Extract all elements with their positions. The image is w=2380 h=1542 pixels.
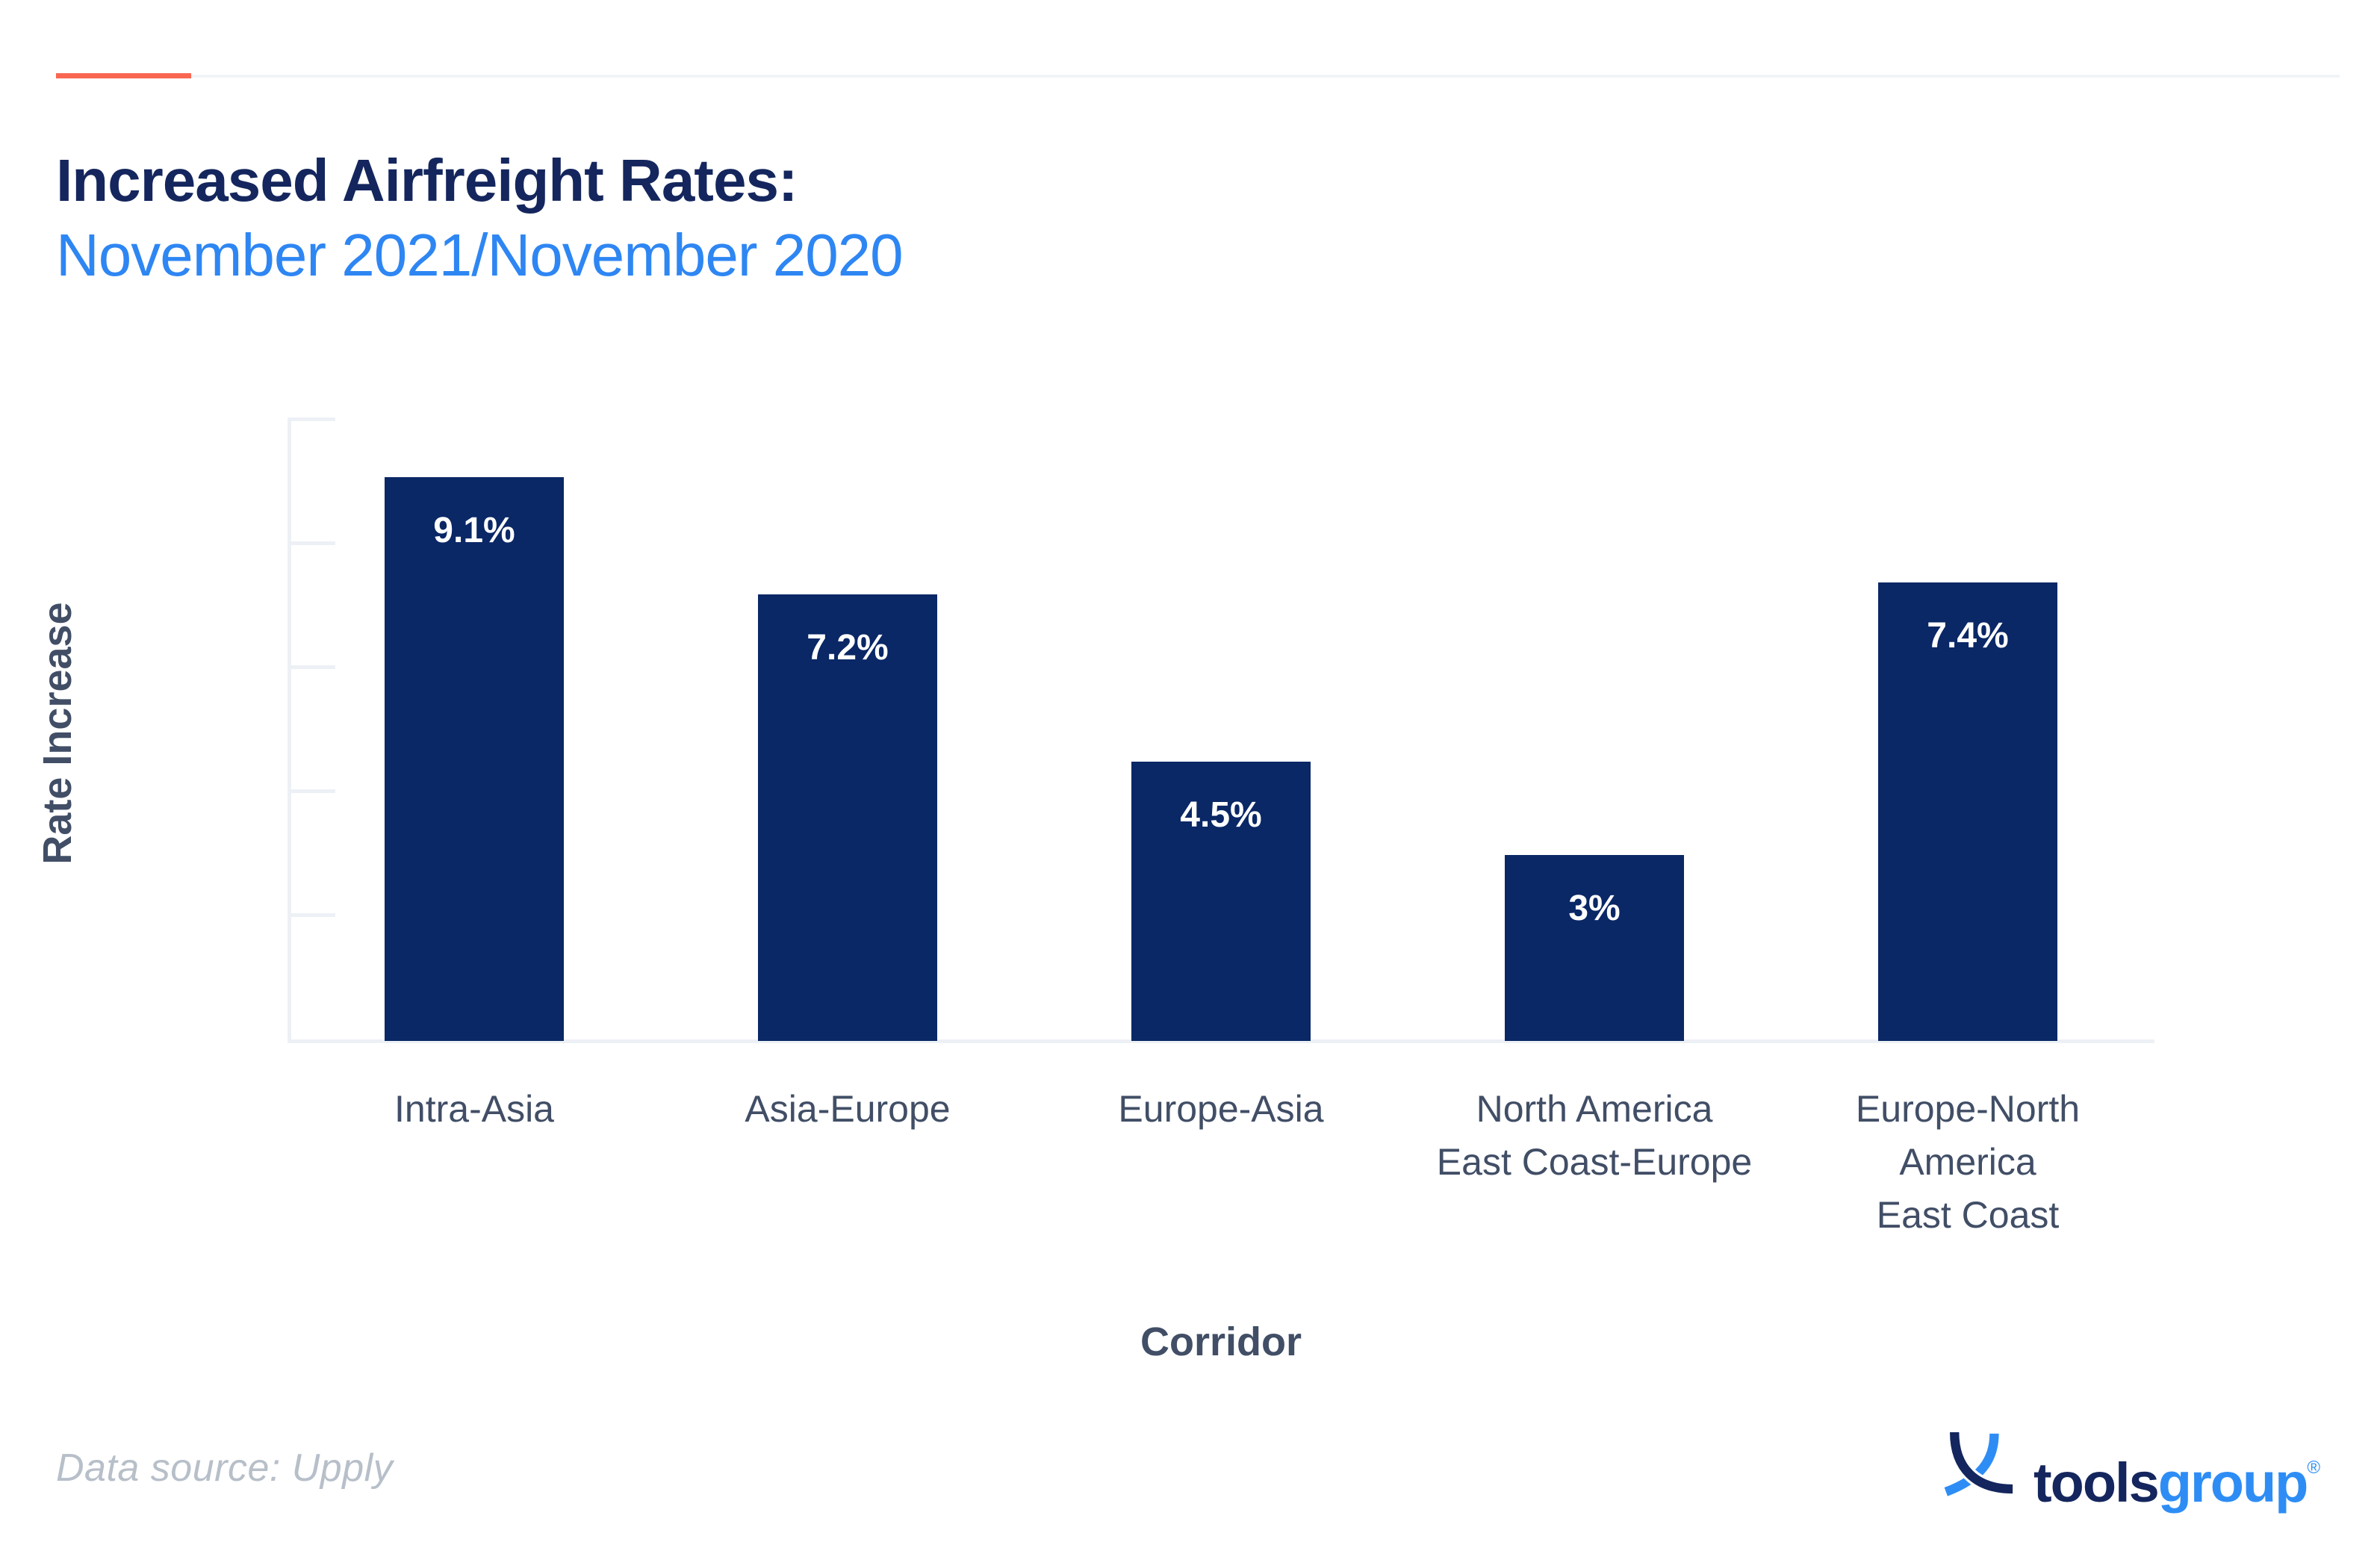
category-label: North America East Coast-Europe [1385, 1083, 1803, 1189]
y-axis-tick [288, 665, 335, 669]
y-axis-tick [288, 913, 335, 917]
x-axis-title: Corridor [1140, 1319, 1302, 1364]
bar-Europe-North America East Coast: 7.4% [1878, 582, 2057, 1041]
category-label-line: East Coast-Europe [1436, 1141, 1753, 1183]
toolsgroup-logo: toolsgroup® [1943, 1432, 2320, 1518]
category-label-line: America [1899, 1141, 2036, 1183]
bar-Europe-Asia: 4.5% [1131, 762, 1311, 1041]
data-source-note: Data source: Upply [56, 1446, 394, 1490]
top-divider-line [56, 75, 2340, 78]
x-axis-line [288, 1039, 2154, 1043]
category-label-line: East Coast [1876, 1194, 2060, 1236]
y-axis-title: Rate Increase [35, 602, 80, 865]
top-divider-accent [56, 73, 191, 78]
registered-trademark-icon: ® [2307, 1458, 2321, 1478]
bar-North America East Coast-Europe: 3% [1505, 855, 1684, 1041]
logo-text-group: group [2157, 1452, 2309, 1514]
logo-swoosh-icon [1944, 1432, 2013, 1496]
bar-value-label: 3% [1568, 889, 1621, 928]
category-label: Europe-Asia [1012, 1083, 1430, 1136]
bar-value-label: 4.5% [1180, 795, 1262, 835]
y-axis-tick [288, 541, 335, 545]
category-label-line: North America [1476, 1088, 1713, 1130]
y-axis-line [288, 417, 291, 1039]
page-title: Increased Airfreight Rates: [56, 147, 798, 214]
page-subtitle: November 2021/November 2020 [56, 222, 904, 288]
category-label-line: Asia-Europe [745, 1088, 951, 1130]
category-label: Asia-Europe [639, 1083, 1057, 1136]
category-label: Intra-Asia [265, 1083, 683, 1136]
bar-value-label: 7.2% [807, 628, 889, 668]
bar-value-label: 7.4% [1927, 616, 2009, 656]
bar-Intra-Asia: 9.1% [385, 477, 564, 1041]
y-axis-tick [288, 417, 335, 421]
y-axis-tick [288, 789, 335, 793]
category-label-line: Europe-North [1855, 1088, 2081, 1130]
category-label-line: Intra-Asia [394, 1088, 554, 1130]
logo-text-tools: tools [2033, 1452, 2160, 1514]
bar-value-label: 9.1% [433, 511, 515, 550]
logo-wordmark: toolsgroup® [2033, 1432, 2320, 1518]
category-label: Europe-North America East Coast [1759, 1083, 2177, 1242]
bar-Asia-Europe: 7.2% [758, 594, 937, 1041]
category-label-line: Europe-Asia [1118, 1088, 1324, 1130]
